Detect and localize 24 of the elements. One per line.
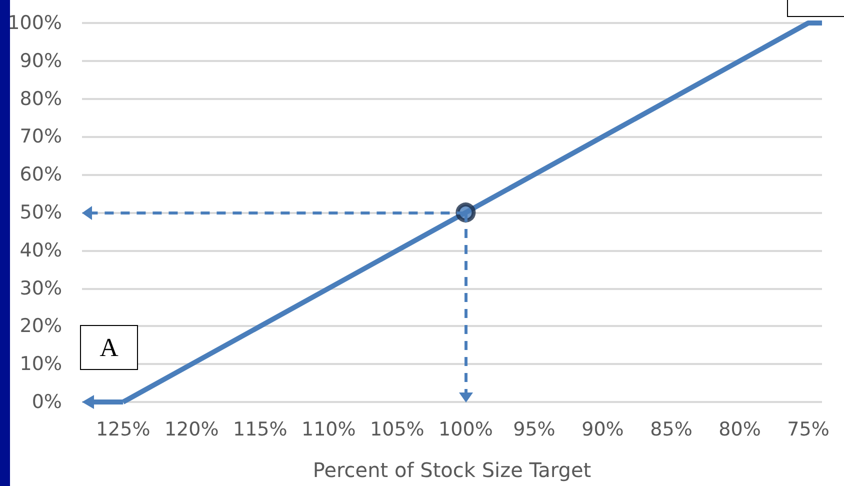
y-tick-label: 50%: [20, 202, 62, 224]
y-tick-label: 80%: [20, 88, 62, 110]
x-axis-title: Percent of Stock Size Target: [312, 458, 592, 482]
x-tick-label: 80%: [718, 418, 761, 440]
x-tick-label: 95%: [513, 418, 556, 440]
y-tick-label: 40%: [20, 239, 62, 262]
x-tick-label: 120%: [164, 418, 219, 440]
x-tick-label: 90%: [582, 418, 624, 440]
annotation: A: [80, 325, 138, 370]
y-tick-label: 0%: [32, 391, 62, 413]
y-tick-label: 20%: [20, 315, 62, 338]
y-tick-label: 30%: [20, 277, 62, 300]
x-tick-label: 110%: [302, 418, 356, 440]
y-tick-label: 70%: [20, 126, 62, 148]
x-tick-label: 115%: [232, 418, 288, 440]
x-tick-label: 125%: [96, 418, 150, 440]
y-tick-label: 90%: [20, 50, 62, 72]
y-tick-label: 10%: [20, 353, 62, 376]
x-tick-label: 105%: [370, 418, 424, 440]
y-tick-label: 60%: [20, 164, 62, 186]
y-tick-label: 100%: [8, 12, 62, 34]
x-tick-label: 100%: [438, 418, 493, 440]
x-tick-label: 85%: [650, 418, 692, 440]
x-tick-label: 75%: [787, 418, 830, 440]
